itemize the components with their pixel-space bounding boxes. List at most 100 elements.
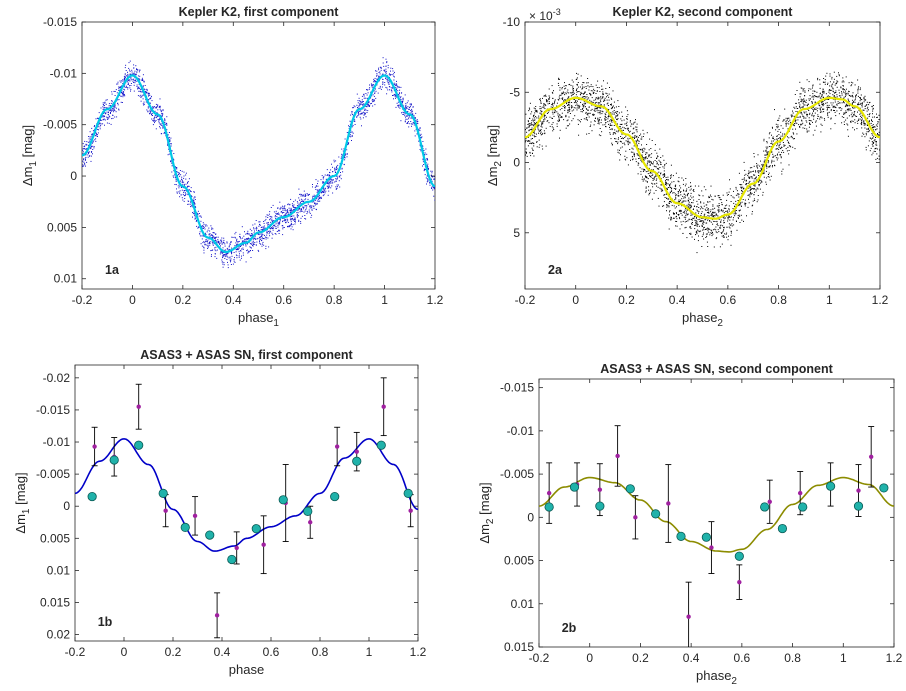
scatter-point: [148, 93, 149, 94]
scatter-point: [822, 104, 823, 105]
scatter-point: [655, 160, 656, 161]
scatter-point: [710, 232, 711, 233]
scatter-point: [822, 117, 823, 118]
scatter-point: [711, 186, 712, 187]
scatter-point: [742, 187, 743, 188]
scatter-point: [596, 97, 597, 98]
scatter-point: [195, 199, 196, 200]
scatter-point: [760, 189, 761, 190]
scatter-point: [131, 79, 132, 80]
scatter-point: [139, 96, 140, 97]
scatter-point: [538, 118, 539, 119]
scatter-point: [582, 97, 583, 98]
scatter-point: [269, 219, 270, 220]
scatter-point: [86, 141, 87, 142]
scatter-point: [765, 160, 766, 161]
scatter-point: [552, 85, 553, 86]
scatter-point: [182, 200, 183, 201]
scatter-point: [281, 215, 282, 216]
scatter-point: [675, 198, 676, 199]
scatter-point: [126, 75, 127, 76]
scatter-point: [278, 230, 279, 231]
scatter-point: [258, 250, 259, 251]
scatter-point: [215, 234, 216, 235]
scatter-point: [875, 137, 876, 138]
scatter-point: [533, 116, 534, 117]
scatter-point: [876, 117, 877, 118]
scatter-point: [245, 244, 246, 245]
scatter-point: [555, 99, 556, 100]
scatter-point: [400, 97, 401, 98]
scatter-point: [564, 110, 565, 111]
scatter-point: [90, 139, 91, 140]
scatter-point: [728, 216, 729, 217]
scatter-point: [718, 212, 719, 213]
scatter-point: [125, 65, 126, 66]
scatter-point: [648, 190, 649, 191]
scatter-point: [141, 101, 142, 102]
scatter-point: [118, 90, 119, 91]
scatter-point: [696, 206, 697, 207]
scatter-point: [679, 211, 680, 212]
scatter-point: [718, 231, 719, 232]
scatter-point: [372, 101, 373, 102]
scatter-point: [220, 240, 221, 241]
scatter-point: [387, 88, 388, 89]
scatter-point: [766, 150, 767, 151]
scatter-point: [210, 233, 211, 234]
scatter-point: [723, 220, 724, 221]
scatter-point: [618, 130, 619, 131]
scatter-point: [694, 228, 695, 229]
scatter-point: [544, 133, 545, 134]
scatter-point: [195, 197, 196, 198]
scatter-point: [239, 234, 240, 235]
scatter-point: [182, 197, 183, 198]
scatter-point: [649, 160, 650, 161]
scatter-point: [237, 255, 238, 256]
scatter-point: [703, 195, 704, 196]
scatter-point: [313, 205, 314, 206]
scatter-point: [211, 227, 212, 228]
scatter-point: [660, 162, 661, 163]
scatter-point: [592, 97, 593, 98]
scatter-point: [216, 237, 217, 238]
scatter-point: [180, 190, 181, 191]
scatter-point: [104, 119, 105, 120]
scatter-point: [247, 253, 248, 254]
scatter-point: [375, 78, 376, 79]
scatter-point: [738, 200, 739, 201]
scatter-point: [238, 249, 239, 250]
scatter-point: [375, 89, 376, 90]
scatter-point: [133, 82, 134, 83]
scatter-point: [754, 200, 755, 201]
scatter-point: [360, 111, 361, 112]
scatter-point: [656, 178, 657, 179]
scatter-point: [577, 107, 578, 108]
x-tick-label: -0.2: [72, 293, 93, 307]
scatter-point: [191, 191, 192, 192]
scatter-point: [426, 184, 427, 185]
scatter-point: [401, 99, 402, 100]
scatter-point: [643, 157, 644, 158]
scatter-point: [298, 189, 299, 190]
scatter-point: [697, 252, 698, 253]
scatter-point: [712, 204, 713, 205]
scatter-point: [706, 210, 707, 211]
scatter-point: [182, 190, 183, 191]
scatter-point: [420, 127, 421, 128]
scatter-point: [287, 212, 288, 213]
scatter-point: [406, 108, 407, 109]
scatter-point: [780, 132, 781, 133]
scatter-point: [778, 120, 779, 121]
scatter-point: [754, 181, 755, 182]
scatter-point: [561, 117, 562, 118]
scatter-point: [340, 175, 341, 176]
scatter-point: [797, 90, 798, 91]
scatter-point: [599, 123, 600, 124]
scatter-point: [359, 103, 360, 104]
scatter-point: [142, 78, 143, 79]
scatter-point: [303, 207, 304, 208]
scatter-point: [702, 230, 703, 231]
scatter-point: [335, 178, 336, 179]
scatter-point: [775, 129, 776, 130]
